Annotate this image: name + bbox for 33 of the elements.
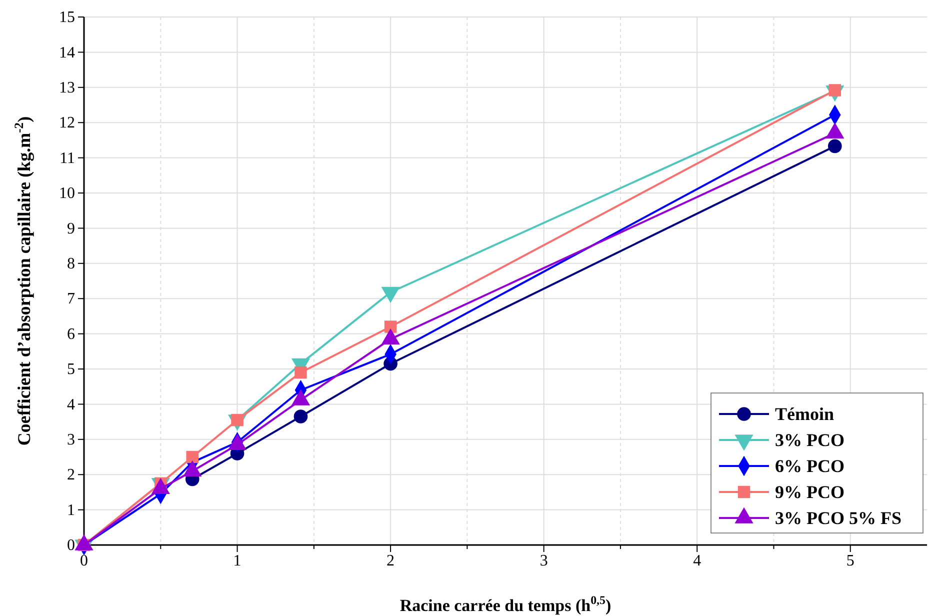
y-tick-label: 2 bbox=[67, 466, 75, 484]
y-tick-label: 6 bbox=[67, 326, 75, 343]
y-tick-label: 0 bbox=[67, 537, 75, 554]
x-tick-label: 3 bbox=[540, 552, 548, 570]
x-tick-label: 2 bbox=[386, 552, 395, 570]
legend-label: Témoin bbox=[775, 404, 834, 424]
legend-label: 9% PCO bbox=[775, 482, 844, 502]
point bbox=[384, 320, 397, 333]
point bbox=[294, 366, 307, 379]
y-tick-label: 14 bbox=[59, 44, 75, 62]
point bbox=[828, 139, 842, 154]
legend-label: 6% PCO bbox=[775, 456, 844, 476]
y-tick-label: 8 bbox=[67, 256, 75, 273]
y-tick-label: 3 bbox=[67, 432, 75, 449]
x-tick-label: 0 bbox=[80, 552, 88, 570]
point bbox=[186, 450, 198, 464]
y-tick-label: 7 bbox=[67, 290, 75, 308]
y-tick-label: 11 bbox=[60, 150, 75, 167]
y-tick-label: 13 bbox=[59, 80, 75, 97]
x-tick-label: 1 bbox=[233, 552, 242, 570]
y-tick-label: 15 bbox=[59, 9, 75, 26]
y-tick-label: 1 bbox=[67, 502, 75, 519]
y-tick-label: 9 bbox=[67, 220, 75, 238]
x-tick-label: 4 bbox=[693, 552, 702, 570]
point bbox=[294, 410, 308, 424]
x-tick-label: 5 bbox=[846, 552, 854, 570]
y-tick-label: 5 bbox=[67, 361, 75, 378]
legend-label: 3% PCO 5% FS bbox=[775, 508, 902, 528]
y-tick-label: 12 bbox=[59, 114, 75, 132]
x-axis-title: Racine carrée du temps (h$^{0,5}$) bbox=[400, 593, 612, 615]
y-tick-label: 4 bbox=[67, 396, 75, 414]
y-tick-label: 10 bbox=[59, 185, 75, 202]
legend-label: 3% PCO bbox=[775, 430, 844, 450]
